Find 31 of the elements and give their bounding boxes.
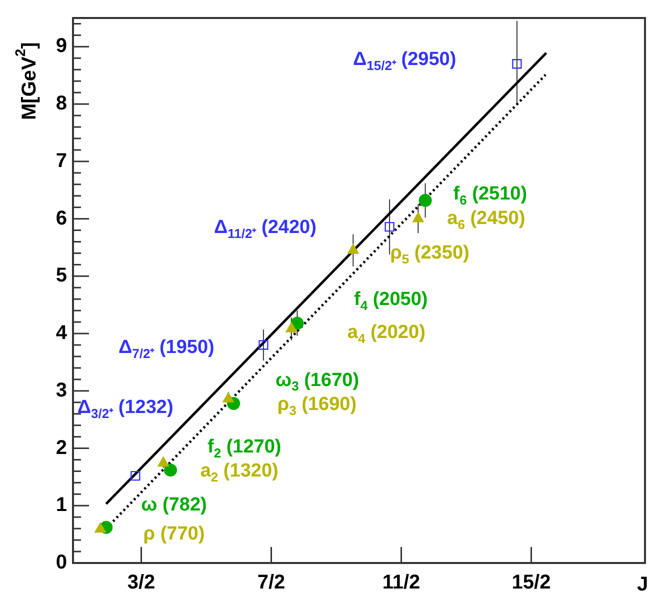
y-tick-label: 2 [56, 436, 67, 459]
annotation: ω (782) [141, 494, 207, 516]
y-tick-label: 8 [56, 92, 67, 115]
point [286, 322, 298, 332]
x-tick-label: 11/2 [382, 572, 420, 594]
point [347, 244, 359, 254]
point [222, 392, 234, 402]
point [384, 222, 394, 232]
point [258, 340, 268, 350]
point [158, 456, 170, 467]
y-tick-label: 6 [56, 207, 67, 230]
x-tick-label: 7/2 [257, 572, 286, 594]
point [130, 470, 140, 481]
point [418, 194, 432, 207]
y-tick-label: 4 [56, 322, 68, 344]
y-tick-label: 5 [56, 264, 67, 287]
point [412, 212, 424, 222]
x-tick-label: 15/2 [512, 572, 551, 594]
x-axis-title: J [637, 574, 648, 596]
y-tick-label: 7 [56, 150, 67, 172]
annotation: ρ (770) [143, 523, 205, 544]
point [164, 464, 177, 477]
point [94, 522, 106, 533]
x-tick-label: 3/2 [127, 572, 156, 594]
point [290, 316, 304, 330]
y-axis-title: M[GeV2] [12, 42, 41, 120]
y-tick-label: 1 [56, 494, 67, 516]
y-tick-label: 0 [56, 552, 67, 574]
y-tick-label: 9 [56, 35, 67, 58]
y-tick-label: 3 [56, 379, 67, 402]
point [512, 59, 522, 69]
